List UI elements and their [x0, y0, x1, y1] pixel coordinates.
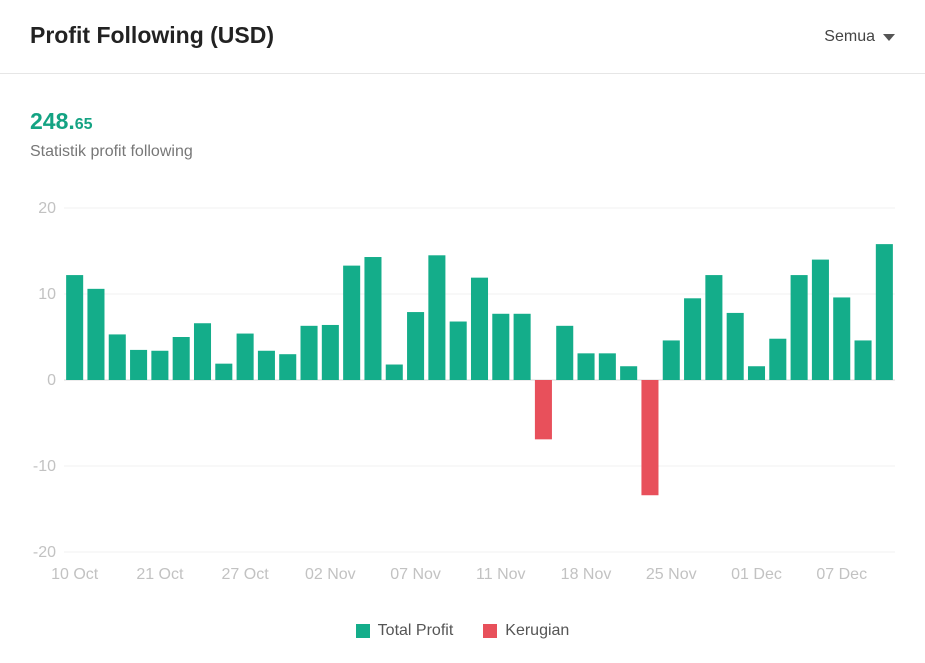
profit-bar: [279, 354, 297, 380]
profit-bar: [193, 323, 212, 380]
profit-bar: [257, 350, 275, 380]
x-tick-label: 07 Dec: [816, 566, 867, 583]
x-tick-label: 25 Nov: [646, 566, 697, 583]
profit-bar: [790, 275, 808, 380]
profit-bar: [130, 349, 148, 380]
x-tick-label: 11 Nov: [476, 566, 526, 583]
y-tick-label: -10: [33, 458, 56, 475]
profit-bar: [66, 275, 84, 380]
x-tick-label: 18 Nov: [561, 566, 612, 583]
chart-header: Profit Following (USD) Semua: [0, 0, 925, 74]
loss-bar: [641, 380, 659, 496]
profit-bar: [236, 333, 254, 380]
profit-bar: [513, 313, 531, 380]
profit-bar: [747, 366, 766, 380]
profit-bar: [769, 338, 787, 380]
profit-bar: [172, 337, 190, 380]
profit-bar: [556, 325, 574, 380]
total-profit-decimal: 65: [74, 116, 93, 133]
profit-bar: [385, 364, 403, 380]
profit-bar: [343, 265, 361, 380]
chart-legend: Total Profit Kerugian: [0, 622, 925, 640]
legend-item-total-profit[interactable]: Total Profit: [355, 622, 454, 640]
legend-label-kerugian: Kerugian: [505, 622, 570, 639]
profit-bar: [705, 275, 723, 380]
period-filter-label: Semua: [824, 28, 875, 45]
profit-bar: [470, 277, 489, 380]
legend-label-total-profit: Total Profit: [377, 622, 454, 639]
chart-title: Profit Following (USD): [30, 22, 275, 48]
profit-bar: [492, 313, 510, 380]
y-tick-label: -20: [33, 544, 56, 561]
caret-down-icon: [883, 33, 895, 41]
profit-bar: [364, 257, 382, 380]
profit-bar: [151, 350, 169, 380]
profit-bar: [833, 297, 851, 380]
profit-bar: [407, 312, 425, 380]
profit-bar: [620, 366, 638, 380]
x-tick-label: 01 Dec: [731, 566, 782, 583]
profit-bar: [598, 353, 616, 380]
legend-swatch-total-profit: [355, 624, 370, 638]
profit-bar: [684, 298, 702, 380]
profit-bar: [875, 244, 893, 380]
profit-bar: [108, 334, 126, 380]
profit-bar: [577, 353, 595, 380]
loss-bar: [534, 380, 552, 440]
total-profit-value: 248.65: [30, 108, 93, 135]
x-tick-label: 07 Nov: [390, 566, 441, 583]
profit-bar: [854, 340, 872, 380]
period-filter-dropdown[interactable]: Semua: [824, 28, 895, 46]
total-profit-integer: 248.: [30, 108, 75, 134]
profit-bar: [87, 288, 105, 380]
profit-bar: [662, 340, 680, 380]
x-tick-label: 10 Oct: [51, 566, 99, 583]
profit-bar: [428, 255, 446, 380]
y-tick-label: 20: [38, 200, 56, 217]
x-tick-label: 21 Oct: [136, 566, 184, 583]
profit-bar: [321, 324, 339, 380]
profit-bar-chart: 20 10 0 -10 -20 10 Oct 21 Oct 27 Oct 02 Nov 07 No…: [33, 200, 895, 583]
profit-bar: [811, 259, 829, 380]
chart-subtitle: Statistik profit following: [30, 143, 193, 160]
profit-bar: [300, 325, 318, 380]
y-tick-label: 0: [47, 372, 56, 389]
profit-bar: [726, 312, 744, 380]
legend-swatch-kerugian: [483, 624, 498, 638]
profit-bar: [449, 321, 467, 380]
profit-bar: [215, 363, 233, 380]
legend-item-kerugian[interactable]: Kerugian: [483, 622, 569, 640]
x-tick-label: 27 Oct: [222, 566, 270, 583]
y-tick-label: 10: [38, 286, 56, 303]
x-tick-label: 02 Nov: [305, 566, 356, 583]
